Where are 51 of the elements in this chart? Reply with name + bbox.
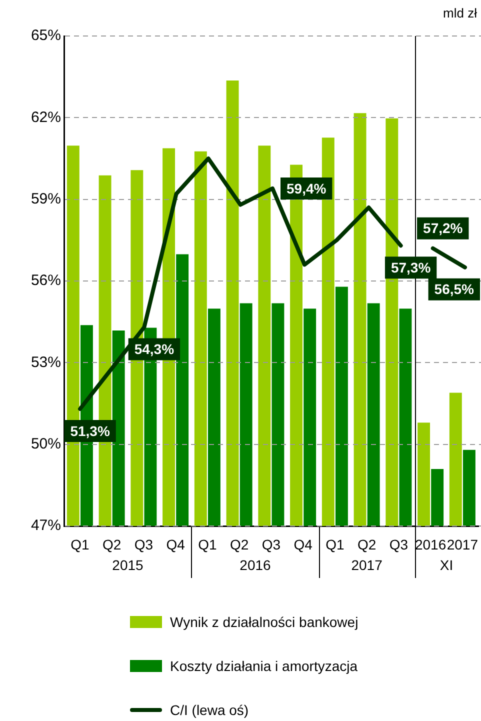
bar (194, 151, 207, 526)
legend-label: Koszty działania i amortyzacja (170, 658, 358, 674)
bar (431, 468, 444, 526)
legend-label: Wynik z działalności bankowej (170, 614, 358, 630)
x-tick-label: 2017 (446, 536, 478, 552)
bar (240, 303, 252, 526)
y-tick-label: 65% (30, 27, 61, 44)
x-tick-label: Q2 (230, 536, 249, 552)
bar (272, 303, 284, 526)
data-label: 51,3% (70, 422, 110, 439)
bar (304, 308, 316, 526)
bar (354, 113, 366, 526)
x-tick-label: Q2 (102, 536, 122, 552)
data-label: 57,3% (390, 259, 432, 276)
text: 2017 (351, 556, 383, 573)
legend-label: C/I (lewa oś) (170, 702, 249, 718)
data-label: 56,5% (434, 281, 475, 298)
x-tick-label: Q4 (294, 536, 313, 552)
bar (258, 146, 271, 526)
data-label: 54,3% (134, 341, 175, 358)
x-tick-label: Q3 (389, 536, 408, 552)
y-tick-label: 56% (30, 272, 61, 290)
x-tick-label: Q2 (357, 536, 376, 552)
x-tick-label: Q3 (262, 536, 281, 552)
bar (418, 422, 430, 526)
data-label: 57,2% (423, 220, 464, 236)
y-tick-label: 59% (30, 190, 61, 208)
y-tick-label: 47% (30, 517, 61, 534)
text: XI (440, 556, 454, 573)
bar (399, 308, 412, 526)
data-label: 59,4% (286, 180, 327, 196)
x-tick-label: Q1 (198, 536, 217, 552)
text: 2016 (240, 556, 272, 573)
y-axis-title: mld zł (443, 6, 478, 21)
x-tick-label: Q3 (134, 536, 154, 552)
bar (176, 254, 189, 526)
bar (462, 450, 476, 526)
x-tick-label: 2016 (414, 536, 446, 552)
bar (449, 392, 462, 526)
y-tick-label: 53% (30, 354, 61, 371)
bar (367, 303, 380, 526)
bar (112, 330, 125, 526)
y-tick-label: 62% (30, 108, 61, 126)
text: 2015 (112, 556, 144, 573)
x-tick-label: Q1 (70, 536, 90, 552)
x-tick-label: Q1 (326, 536, 344, 552)
bar (226, 80, 239, 526)
y-tick-label: 50% (30, 435, 61, 452)
bar (208, 308, 220, 526)
bar (335, 286, 348, 526)
x-tick-label: Q4 (166, 536, 186, 552)
